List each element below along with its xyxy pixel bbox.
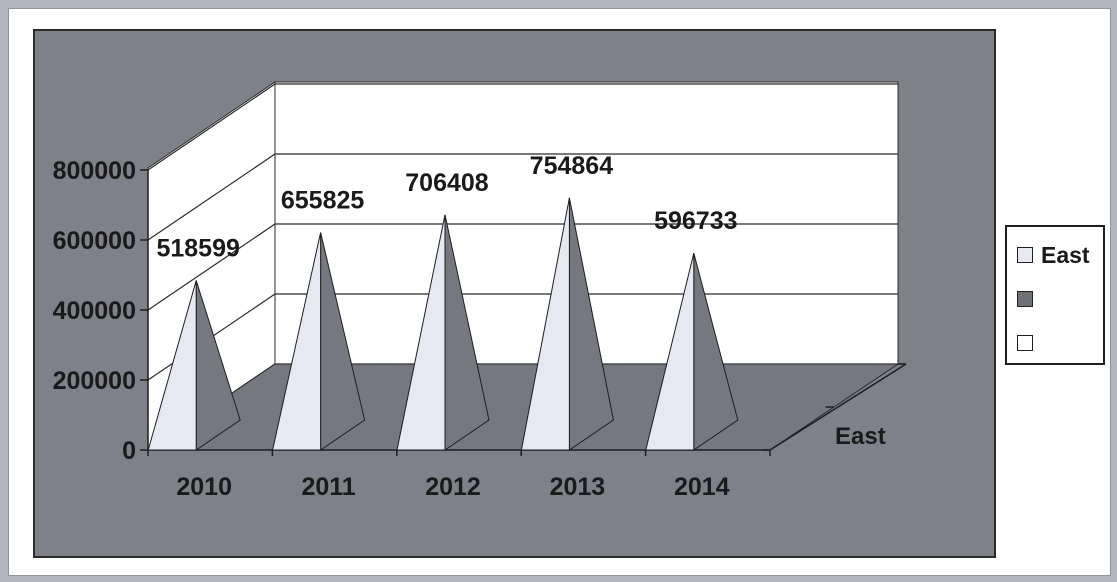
data-label: 754864	[530, 152, 614, 180]
pyramid-2013	[520, 197, 614, 451]
x-category-label: 2014	[674, 473, 730, 501]
data-label: 596733	[654, 207, 737, 235]
data-label: 655825	[281, 186, 365, 214]
legend-swatch-east	[1017, 247, 1033, 263]
x-category-label: 2011	[301, 473, 355, 501]
chart-floor	[146, 363, 900, 451]
y-tick-label: 600000	[53, 227, 136, 255]
pyramid-2014	[645, 253, 739, 451]
y-tick-label: 0	[122, 437, 136, 465]
pyramid-front-face	[645, 253, 695, 451]
pyramid-2011	[271, 232, 366, 451]
pyramid-front-face	[271, 232, 322, 451]
pyramid-front-face	[396, 214, 446, 451]
legend-entry-3	[1017, 331, 1041, 355]
y-tick-label: 400000	[53, 297, 136, 325]
data-label: 518599	[156, 234, 239, 262]
pyramid-2012	[396, 214, 490, 451]
x-axis-category-labels: 2010 2011 2012 2013 2014	[176, 473, 729, 501]
data-label: 706408	[405, 169, 489, 197]
gridline	[147, 153, 898, 241]
pyramid-2010	[147, 280, 241, 451]
legend-swatch-2	[1017, 291, 1033, 307]
y-axis-tick-labels: 0 200000 400000 600000 800000	[53, 157, 136, 465]
legend-swatch-3	[1017, 335, 1033, 351]
depth-axis-line	[769, 363, 907, 451]
y-tick-label: 200000	[53, 367, 136, 395]
x-category-label: 2013	[550, 473, 606, 501]
x-category-label: 2010	[176, 473, 232, 501]
gridline	[147, 223, 898, 311]
depth-axis-label: East	[835, 423, 886, 450]
pyramid-series-east	[147, 197, 739, 451]
gridline	[147, 83, 898, 171]
pyramid-front-face	[520, 197, 570, 451]
y-tick-label: 800000	[53, 157, 136, 185]
pyramid-front-face	[147, 280, 197, 451]
legend-label-east: East	[1041, 241, 1090, 268]
legend: East	[1005, 225, 1105, 365]
legend-entry-2	[1017, 287, 1041, 311]
data-labels: 518599 655825 706408 754864 596733	[156, 152, 737, 263]
legend-entry-east: East	[1017, 241, 1090, 268]
floor-plane	[146, 363, 900, 451]
x-category-label: 2012	[425, 473, 481, 501]
